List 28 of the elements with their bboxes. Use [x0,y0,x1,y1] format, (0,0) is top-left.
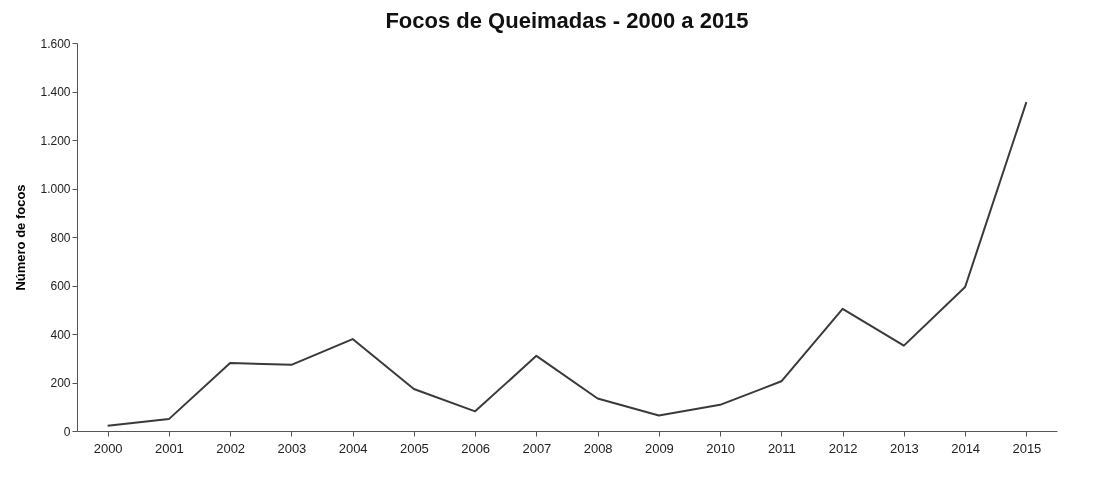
x-tick-label: 2011 [767,440,796,456]
x-tick-label: 2001 [154,440,184,456]
x-tick-label: 2014 [951,440,981,456]
x-tick-label: 2000 [93,440,123,456]
x-tick-label: 2003 [277,440,307,456]
x-tick-label: 2013 [889,440,919,456]
y-tick-label: 1.200 [40,133,71,148]
y-tick-label: 0 [63,424,71,439]
y-tick-label: 600 [50,279,71,293]
x-tick-label: 2005 [399,440,429,456]
line-series [106,101,1028,427]
x-tick-label: 2009 [644,440,674,456]
x-tick-label: 2002 [216,440,246,456]
x-tick-label: 2010 [706,440,736,456]
chart-title: Focos de Queimadas - 2000 a 2015 [385,8,749,33]
x-tick-label: 2012 [828,440,858,456]
y-tick-label: 1.600 [40,36,71,51]
x-tick-label: 2007 [522,440,552,456]
y-tick-label: 400 [50,327,71,342]
y-axis-title: Número de focos [13,184,29,291]
y-tick-label: 200 [50,376,71,390]
x-tick-label: 2004 [338,440,368,456]
x-tick-label: 2015 [1012,440,1042,456]
y-tick-label: 800 [50,230,71,245]
x-tick-label: 2006 [461,440,491,456]
y-tick-label: 1.000 [40,182,71,196]
y-tick-label: 1.400 [40,85,71,99]
x-tick-label: 2008 [583,440,613,456]
